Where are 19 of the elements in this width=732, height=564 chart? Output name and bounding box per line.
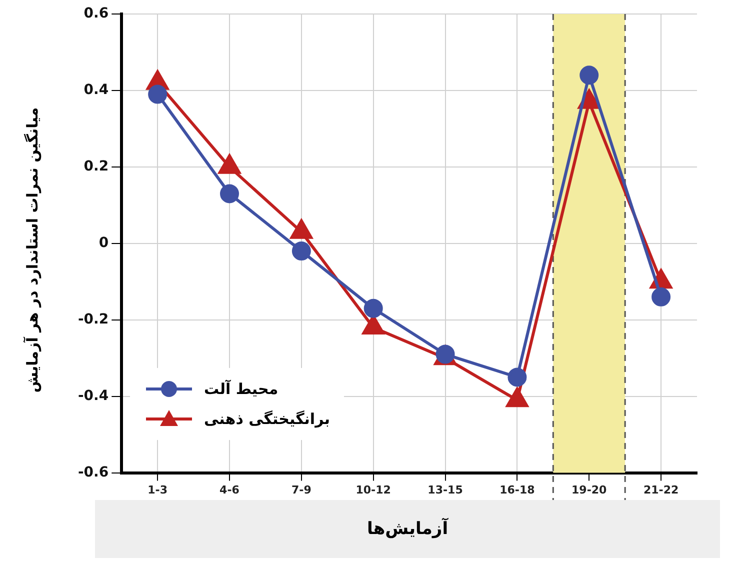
y-tick-label: -0.2 [78, 312, 109, 328]
y-tick-label: -0.6 [78, 464, 109, 480]
x-tick-label: 10-12 [356, 483, 391, 496]
x-tick-label: 7-9 [291, 483, 312, 496]
y-tick-label: 0.4 [84, 82, 109, 98]
x-tick-label: 13-15 [428, 483, 463, 496]
x-tick-label: 19-20 [572, 483, 608, 496]
y-tick-label: -0.4 [78, 388, 109, 404]
y-axis-title: میانگین نمرات استاندارد در هر آزمایش [24, 107, 42, 393]
x-tick-label: 1-3 [148, 483, 168, 496]
x-axis-title: آزمایش‌ها [95, 500, 720, 558]
x-tick-label: 21-22 [643, 483, 679, 496]
y-tick-label: 0.2 [84, 158, 109, 175]
x-tick-label: 16-18 [500, 483, 535, 496]
x-tick-label: 4-6 [220, 483, 240, 496]
y-tick-label: 0.6 [84, 6, 109, 22]
legend-label: محیط آلت [204, 380, 278, 398]
y-tick-label: 0 [98, 235, 109, 252]
legend-label: برانگیختگی ذهنی [204, 410, 330, 428]
